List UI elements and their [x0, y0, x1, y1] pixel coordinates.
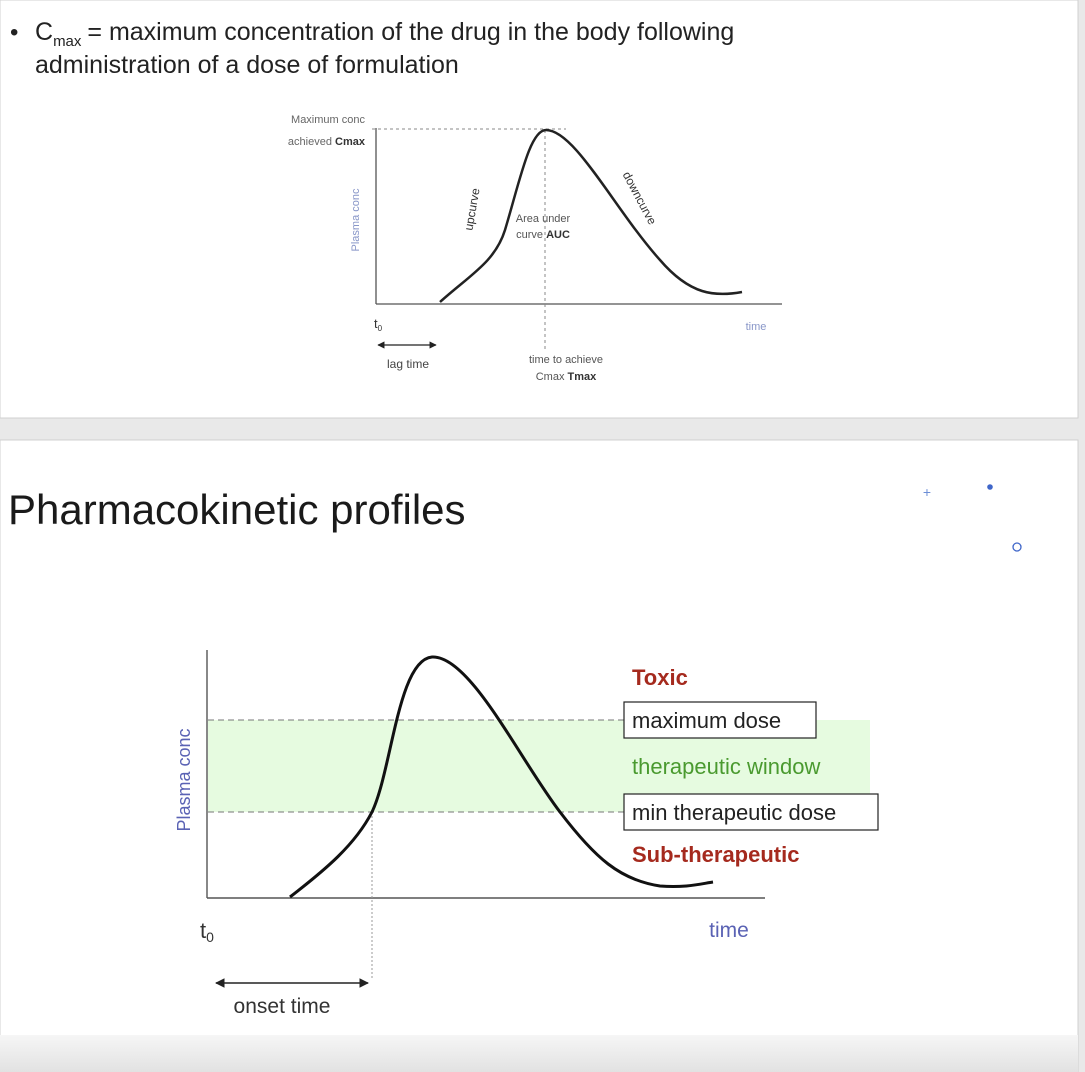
- cmax-label-2: achieved Cmax: [288, 136, 366, 148]
- bold: Tmax: [568, 371, 598, 383]
- bullet-dot: •: [10, 19, 18, 46]
- bold: Cmax: [335, 136, 366, 148]
- toxic-label: Toxic: [632, 665, 688, 690]
- symbol: t: [374, 316, 378, 331]
- y-axis-label: Plasma conc: [174, 728, 194, 831]
- subscript: 0: [378, 324, 383, 333]
- bold: AUC: [546, 229, 570, 241]
- bullet-line-2: administration of a dose of formulation: [35, 51, 459, 79]
- cmax-label-1: Maximum conc: [291, 114, 365, 126]
- symbol: t: [200, 918, 206, 943]
- decor-plus: +: [923, 484, 931, 500]
- t0: t0: [200, 918, 214, 945]
- x-axis-label: time: [709, 919, 749, 942]
- min-dose-label: min therapeutic dose: [632, 800, 836, 825]
- bullet-line-1: Cmax = maximum concentration of the drug …: [35, 18, 734, 50]
- tmax-label-1: time to achieve: [529, 354, 603, 366]
- slide-1: [0, 0, 1079, 419]
- max-dose-box: [623, 701, 817, 739]
- auc-label-1: Area under: [516, 213, 571, 225]
- auc-label-2: curve AUC: [516, 229, 570, 241]
- text: Cmax: [536, 371, 565, 383]
- t0: t0: [374, 316, 383, 333]
- decor-ring: [1012, 542, 1022, 552]
- y-axis-label: Plasma conc: [350, 188, 362, 251]
- curve: [439, 128, 743, 303]
- onset-time-label: onset time: [234, 995, 331, 1018]
- sub-therapeutic-label: Sub-therapeutic: [632, 842, 799, 867]
- bottom-fade: [0, 1035, 1078, 1072]
- subscript: 0: [206, 929, 214, 945]
- curve: [289, 655, 714, 899]
- min-dose-box: [623, 793, 879, 831]
- slide-title: Pharmacokinetic profiles: [8, 486, 466, 533]
- symbol: C: [35, 18, 53, 46]
- text: curve: [516, 229, 543, 241]
- subscript: max: [53, 33, 82, 50]
- tmax-label-2: Cmax Tmax: [536, 371, 597, 383]
- lag-time-label: lag time: [387, 357, 429, 371]
- text: = maximum concentration of the drug in t…: [87, 18, 734, 46]
- x-axis-label: time: [746, 321, 767, 333]
- max-dose-label: maximum dose: [632, 708, 781, 733]
- decor-dot: [987, 484, 993, 490]
- diagram-2: Plasma conc Toxic maximum dose therapeut…: [174, 650, 879, 1018]
- therapeutic-window-label: therapeutic window: [632, 754, 820, 779]
- text: achieved: [288, 136, 332, 148]
